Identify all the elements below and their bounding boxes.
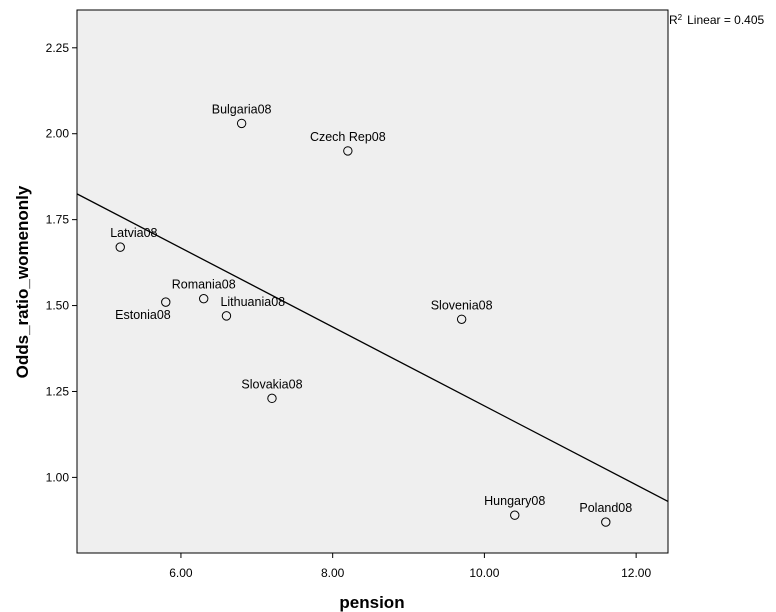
data-point [198,293,209,304]
data-point [161,297,171,307]
point-label: Estonia08 [115,308,171,322]
y-tick-label: 1.75 [46,213,70,227]
x-axis-title: pension [339,593,404,612]
r2-superscript: 2 [678,13,683,22]
y-tick-label: 2.25 [46,41,70,55]
point-label: Czech Rep08 [310,130,386,144]
point-label: Romania08 [172,278,236,292]
x-tick-label: 12.00 [621,566,651,580]
data-point [267,393,277,404]
y-tick-label: 2.00 [46,127,70,141]
x-tick-label: 8.00 [321,566,345,580]
data-point [115,242,125,252]
point-label: Slovakia08 [241,377,302,391]
plot-area [76,9,669,554]
point-label: Bulgaria08 [212,102,272,116]
y-tick-label: 1.25 [46,384,70,398]
data-point [510,510,520,520]
y-tick-label: 1.50 [46,299,70,313]
fit-line-group [76,193,669,503]
point-label: Lithuania08 [220,295,285,309]
x-tick-label: 6.00 [169,566,193,580]
data-points: Bulgaria08 Czech Rep08 Latvia08 Romania08 Es… [110,102,632,527]
point-label: Slovenia08 [431,298,493,312]
data-point [456,314,467,325]
data-point [601,517,611,527]
data-point [236,118,247,129]
x-tick-label: 10.00 [469,566,499,580]
y-axis-title: Odds_ratio_womenonly [13,185,32,378]
fit-line [76,193,669,503]
data-point [343,146,353,156]
r2-text: Linear = 0.405 [687,13,764,27]
point-label: Latvia08 [110,226,157,240]
y-tick-label: 1.00 [46,470,70,484]
y-axis: 1.00 1.25 1.50 1.75 2.00 2.25 [46,41,77,484]
point-label: Hungary08 [484,494,545,508]
r2-prefix: R [669,13,678,27]
point-label: Poland08 [579,501,632,515]
data-point [221,311,232,321]
r2-label: R2 Linear = 0.405 [669,13,765,27]
x-axis: 6.00 8.00 10.00 12.00 [169,553,651,580]
